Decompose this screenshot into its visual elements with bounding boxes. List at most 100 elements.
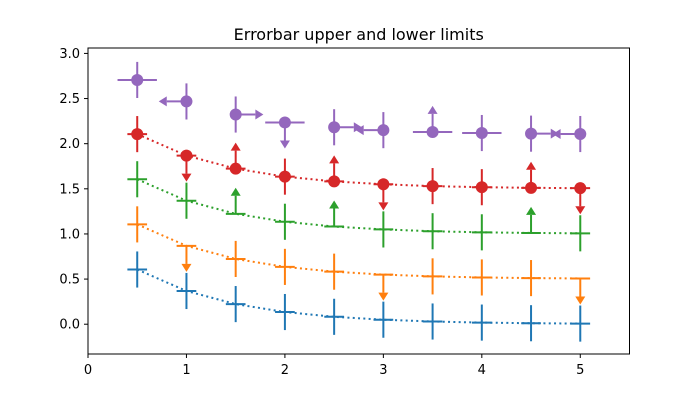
data-point-marker xyxy=(328,121,341,134)
series-1-point-5 xyxy=(373,273,394,301)
data-point-marker xyxy=(525,127,538,140)
series-1-line xyxy=(136,223,581,280)
axes-frame xyxy=(87,47,630,355)
upper-limit-arrow xyxy=(575,206,586,215)
upper-limit-arrow xyxy=(378,292,389,301)
data-point-marker xyxy=(131,73,144,86)
series-3-point-4 xyxy=(324,155,344,188)
x-upper-limit-arrow xyxy=(355,125,364,136)
lower-limit-arrow xyxy=(427,105,438,114)
lower-limit-arrow xyxy=(526,206,537,215)
data-point-marker xyxy=(525,181,538,194)
x-tick-label-3: 3 xyxy=(379,363,387,378)
series-4-point-2 xyxy=(229,96,264,133)
series-0-point-6 xyxy=(422,303,443,340)
y-tick-label-1: 0.5 xyxy=(59,273,80,288)
series-0-line xyxy=(136,268,581,325)
series-0-point-1 xyxy=(176,272,197,310)
lower-limit-arrow xyxy=(526,161,537,170)
data-point-marker xyxy=(131,128,144,141)
series-3-point-7 xyxy=(471,169,492,206)
series-2-line xyxy=(136,178,581,235)
data-point-marker xyxy=(377,178,390,191)
series-4 xyxy=(117,61,587,153)
series-0-point-7 xyxy=(471,304,492,341)
lower-limit-arrow xyxy=(329,155,340,164)
series-2-point-0 xyxy=(127,161,148,198)
series-3-point-2 xyxy=(225,142,246,175)
data-point-marker xyxy=(426,180,439,193)
data-point-marker xyxy=(475,127,488,140)
series-4-point-5 xyxy=(355,112,390,149)
series-2-point-9 xyxy=(570,215,591,252)
series-4-point-9 xyxy=(552,115,587,153)
data-point-marker xyxy=(574,182,587,195)
data-point-marker xyxy=(278,116,291,129)
y-tick-label-5: 2.5 xyxy=(59,92,80,107)
data-point-marker xyxy=(229,162,242,175)
y-tick-label-6: 3.0 xyxy=(59,47,80,62)
data-point-marker xyxy=(574,128,587,141)
series-0-point-8 xyxy=(521,305,541,342)
series-2-point-5 xyxy=(373,211,394,248)
series-1 xyxy=(127,206,591,305)
series-1-point-4 xyxy=(324,253,344,290)
series-4-point-3 xyxy=(265,116,305,149)
series-0-point-3 xyxy=(275,293,295,331)
upper-limit-arrow xyxy=(279,140,290,149)
upper-limit-arrow xyxy=(575,296,586,305)
data-point-marker xyxy=(278,170,291,183)
x-upper-limit-arrow xyxy=(158,96,167,107)
series-2-point-7 xyxy=(471,214,492,251)
axes: 0 1 2 3 4 5 0.0 0.5 1.0 1.5 2.0 2.5 3.0 xyxy=(59,47,584,378)
series-2-point-1 xyxy=(176,182,197,219)
series-2-point-3 xyxy=(275,203,295,240)
y-tick-label-4: 2.0 xyxy=(59,137,80,152)
data-point-marker xyxy=(328,175,341,188)
y-tick-label-3: 1.5 xyxy=(59,182,80,197)
series-3-line xyxy=(136,133,581,190)
series-0-point-5 xyxy=(373,301,394,338)
series-3-point-6 xyxy=(422,168,443,205)
series-0-point-2 xyxy=(225,286,246,323)
series-4-point-4 xyxy=(328,109,362,146)
series-3-point-1 xyxy=(176,149,197,182)
series-3-point-3 xyxy=(275,158,295,195)
series-0-point-0 xyxy=(127,251,148,288)
series-4-point-0 xyxy=(117,61,157,99)
series-3-point-9 xyxy=(570,182,591,215)
series-1-point-7 xyxy=(471,259,492,296)
x-lower-limit-arrow xyxy=(255,109,264,120)
series-4-point-7 xyxy=(462,114,502,152)
x-tick-label-2: 2 xyxy=(281,363,289,378)
data-point-marker xyxy=(475,181,488,194)
series-1-point-1 xyxy=(176,244,197,272)
series-3-point-5 xyxy=(373,178,394,211)
series-1-point-3 xyxy=(275,248,295,285)
series-1-point-6 xyxy=(422,258,443,295)
lower-limit-arrow xyxy=(230,187,241,196)
series-3-point-0 xyxy=(127,116,148,153)
upper-limit-arrow xyxy=(181,263,192,272)
upper-limit-arrow xyxy=(181,173,192,182)
series-2 xyxy=(127,161,591,252)
data-point-marker xyxy=(229,108,242,121)
series-3-point-8 xyxy=(521,161,541,194)
series-1-point-2 xyxy=(225,240,246,278)
x-tick-label-5: 5 xyxy=(576,363,584,378)
series-1-point-9 xyxy=(570,277,591,305)
chart-title: Errorbar upper and lower limits xyxy=(234,25,484,44)
series-3 xyxy=(127,116,591,215)
series-2-point-8 xyxy=(521,206,541,234)
series-0-point-9 xyxy=(570,305,591,342)
lower-limit-arrow xyxy=(230,142,241,151)
series-2-point-4 xyxy=(324,200,344,228)
y-tick-label-2: 1.0 xyxy=(59,227,80,242)
x-tick-label-4: 4 xyxy=(478,363,486,378)
plot-area xyxy=(117,61,591,342)
series-4-point-6 xyxy=(412,105,453,138)
series-0-point-4 xyxy=(324,298,344,335)
data-point-marker xyxy=(180,149,193,162)
